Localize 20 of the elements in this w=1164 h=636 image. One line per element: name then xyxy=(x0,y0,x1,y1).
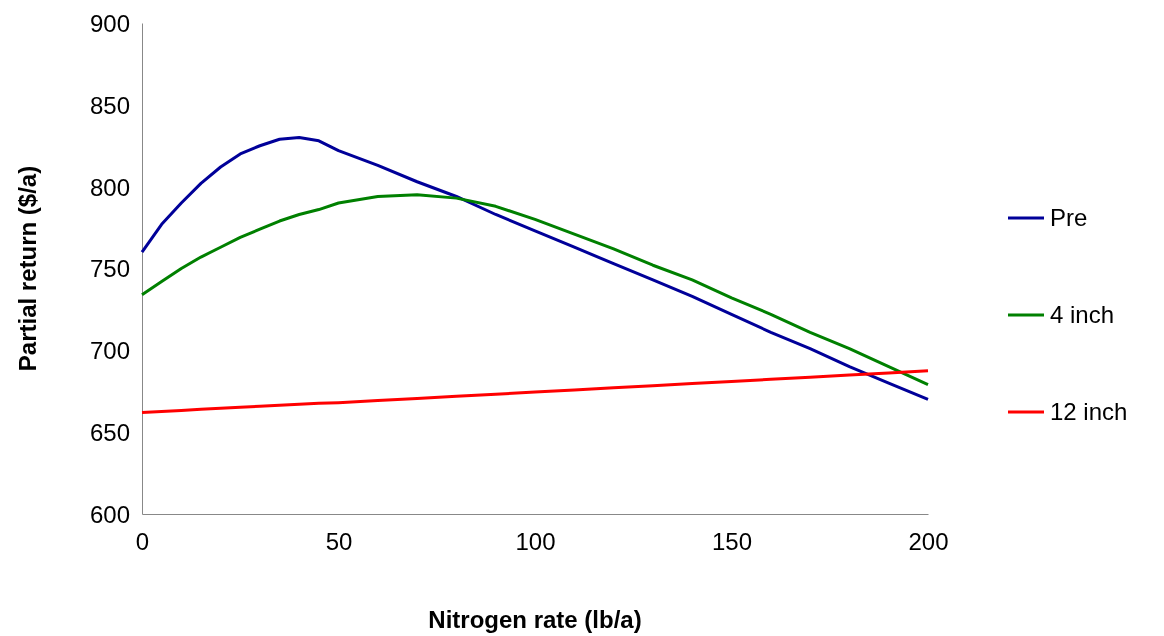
y-tick-label: 650 xyxy=(89,419,130,447)
legend-label: Pre xyxy=(1050,204,1088,232)
line-series xyxy=(140,193,930,387)
line-series xyxy=(140,136,930,401)
x-tick-label: 150 xyxy=(711,527,753,555)
x-tick-label: 0 xyxy=(135,527,150,555)
y-tick-label: 600 xyxy=(89,500,130,528)
legend-label: 4 inch xyxy=(1050,301,1115,329)
y-tick-label: 900 xyxy=(89,9,130,37)
line-series xyxy=(140,369,930,415)
x-tick-label: 200 xyxy=(908,527,949,555)
y-tick-label: 850 xyxy=(89,91,130,119)
y-axis-title: Partial return ($/a) xyxy=(14,165,41,372)
y-tick-label: 700 xyxy=(89,337,130,365)
x-axis-title: Nitrogen rate (lb/a) xyxy=(428,606,642,633)
x-tick-label: 100 xyxy=(515,527,556,555)
y-tick-label: 750 xyxy=(89,255,130,283)
y-tick-label: 800 xyxy=(89,173,130,201)
legend-label: 12 inch xyxy=(1050,398,1128,426)
x-tick-label: 50 xyxy=(325,527,353,555)
